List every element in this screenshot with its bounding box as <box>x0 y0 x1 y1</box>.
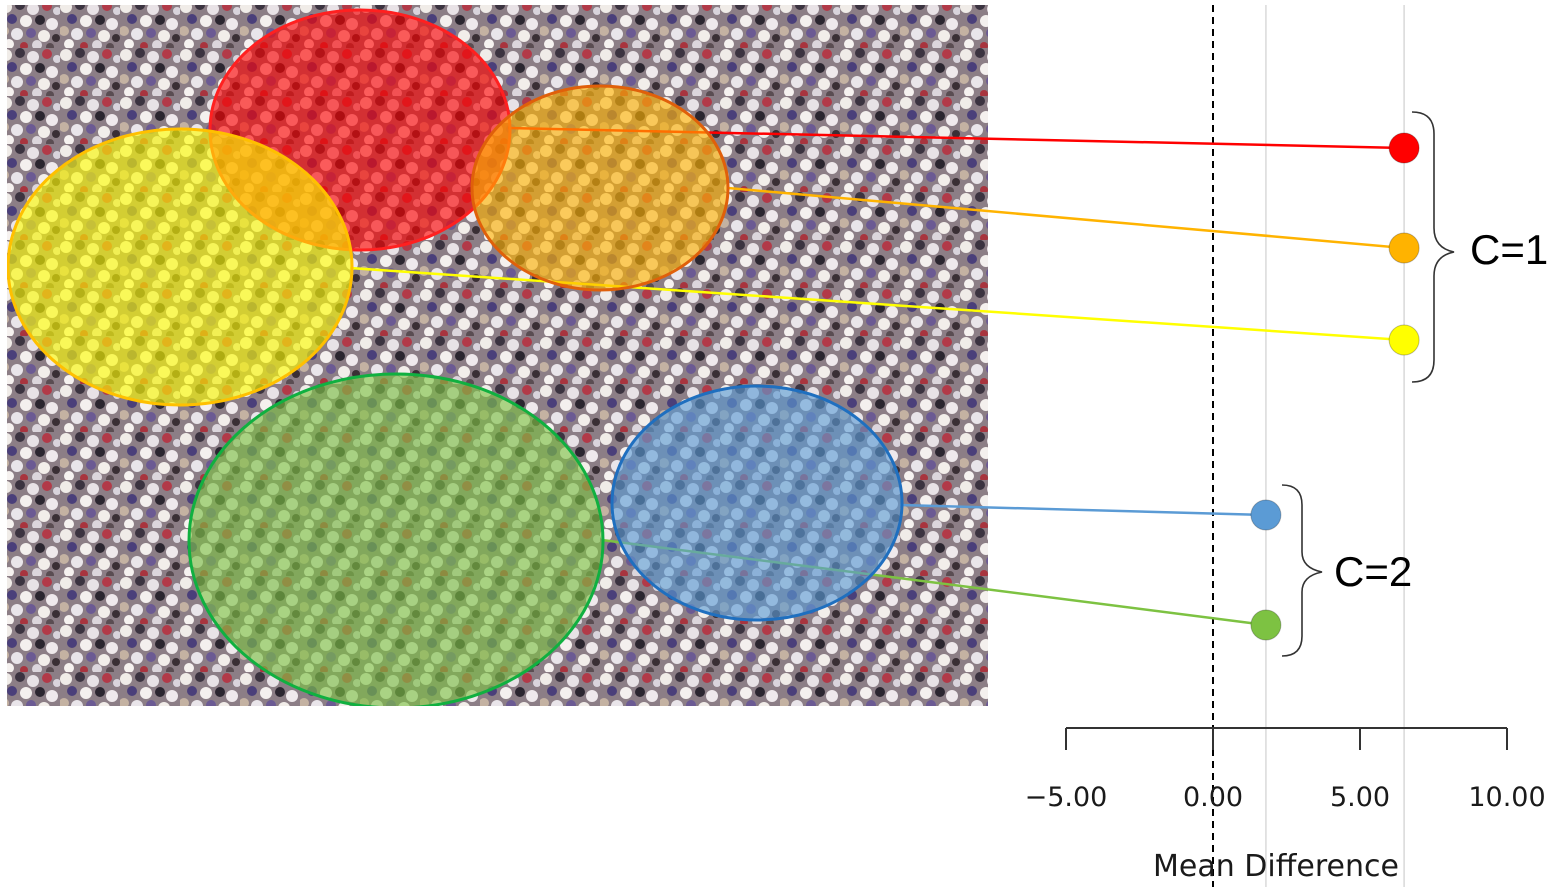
x-tick-label: −5.00 <box>1025 782 1108 813</box>
cluster-2-label: C=2 <box>1334 548 1412 595</box>
data-point <box>1250 499 1282 531</box>
x-tick-label: 10.00 <box>1468 782 1545 813</box>
x-axis: −5.00 0.00 5.00 10.00 Mean Difference <box>1025 727 1546 884</box>
vertical-gridlines <box>1265 5 1405 887</box>
photo-region <box>187 372 605 706</box>
x-axis-title: Mean Difference <box>1153 849 1399 884</box>
x-tick-label: 5.00 <box>1330 782 1390 813</box>
x-axis-ticks: −5.00 0.00 5.00 10.00 <box>1025 728 1546 813</box>
photo-region <box>7 127 354 407</box>
data-point <box>1388 324 1420 356</box>
cluster-1-brace <box>1411 111 1455 383</box>
photo-region <box>470 84 730 292</box>
data-point <box>1388 232 1420 264</box>
connector-line <box>727 186 1405 250</box>
data-point <box>1388 132 1420 164</box>
cluster-2-brace <box>1281 484 1323 657</box>
connector-line <box>349 266 1405 342</box>
x-tick-label: 0.00 <box>1183 782 1243 813</box>
data-point <box>1250 609 1282 641</box>
photo-region <box>610 384 904 622</box>
data-points <box>1250 132 1420 641</box>
connector-line <box>899 503 1266 517</box>
photo-regions <box>7 8 904 706</box>
cluster-1-label: C=1 <box>1470 226 1548 273</box>
